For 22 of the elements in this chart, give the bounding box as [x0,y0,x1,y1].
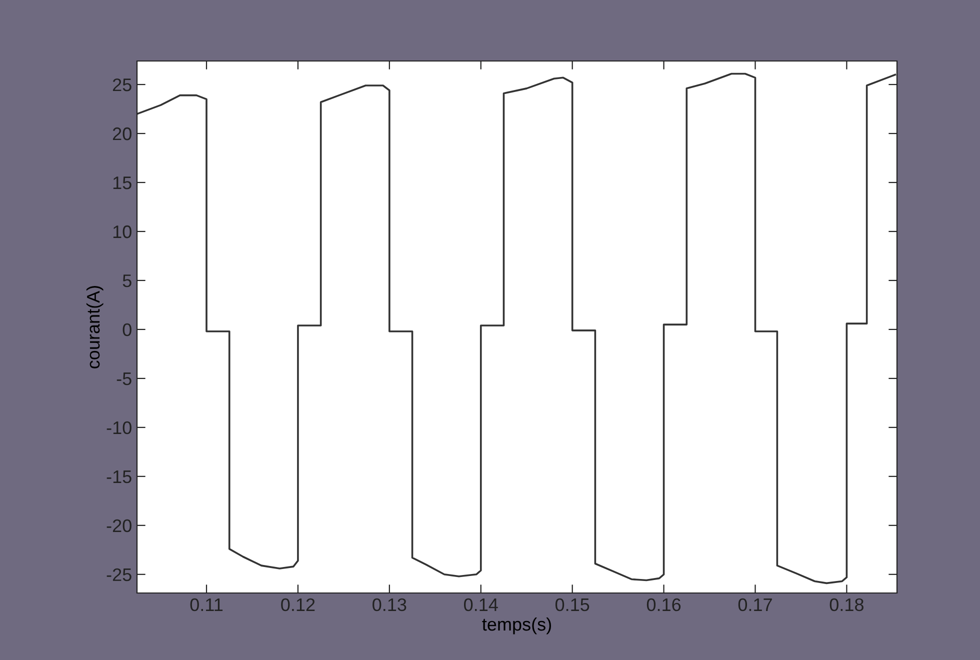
x-tick-label: 0.14 [464,598,498,612]
y-tick-label: 15 [113,176,132,190]
y-axis-title: courant(A) [86,286,104,368]
line-series [137,72,896,584]
x-tick-label: 0.13 [372,598,406,612]
x-axis-title: temps(s) [482,617,551,634]
x-tick-label: 0.15 [555,598,590,612]
y-tick-label: 10 [113,225,132,238]
x-tick-label: 0.17 [738,598,772,612]
y-tick-label: -5 [116,372,132,386]
y-tick-label: -10 [106,421,132,434]
y-tick-label: -20 [106,519,132,532]
y-tick-label: 5 [122,274,132,288]
x-tick-label: 0.16 [646,598,681,612]
y-tick-label: -15 [106,470,132,484]
x-tick-label: 0.12 [281,598,315,612]
y-tick-label: -25 [106,568,132,582]
x-tick-label: 0.18 [830,598,864,612]
y-tick-label: 0 [122,323,132,336]
y-tick-label: 20 [112,127,132,140]
y-tick-label: 25 [112,78,132,92]
x-tick-label: 0.11 [190,598,223,612]
